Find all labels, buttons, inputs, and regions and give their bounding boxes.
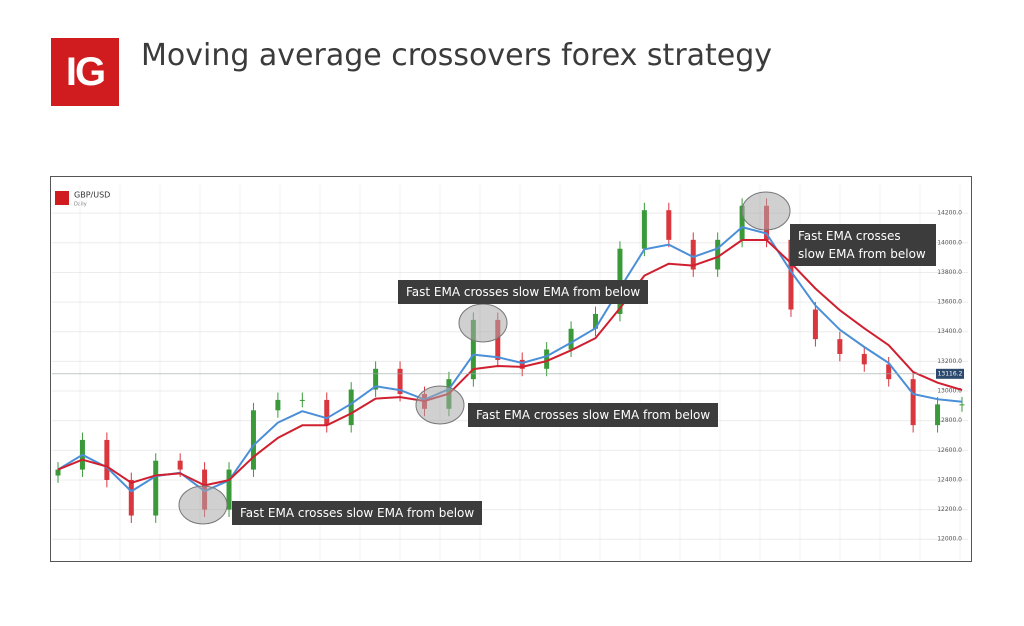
y-tick-label: 12200.0 <box>937 506 962 513</box>
y-tick-label: 13400.0 <box>937 328 962 335</box>
candle-body <box>519 359 525 369</box>
candle-body <box>690 239 696 270</box>
candle-body <box>886 364 892 380</box>
candle-body <box>861 353 867 365</box>
candle-body <box>373 368 379 390</box>
y-tick-label: 14000.0 <box>937 239 962 246</box>
y-tick-label: 14200.0 <box>937 210 962 217</box>
candle-body <box>568 328 574 350</box>
candle-body <box>715 239 721 270</box>
candle-body <box>177 460 183 470</box>
annotation: Fast EMA crosses slow EMA from below <box>468 403 719 427</box>
candle-body <box>837 339 843 354</box>
candle-body <box>275 399 281 411</box>
highlight <box>415 385 465 425</box>
candle-body <box>470 319 476 380</box>
y-tick-label: 12600.0 <box>937 447 962 454</box>
candle-body <box>666 210 672 240</box>
y-tick-label: 12400.0 <box>937 476 962 483</box>
candle-body <box>788 239 794 310</box>
candle-body <box>397 368 403 394</box>
last-price-label: 13116.2 <box>938 370 963 377</box>
candle-body <box>55 469 61 476</box>
candle-body <box>935 404 941 426</box>
candle-body <box>593 313 599 329</box>
y-tick-label: 13000.0 <box>937 388 962 395</box>
symbol: GBP/USD <box>74 191 110 200</box>
candle-body <box>812 309 818 340</box>
y-tick-label: 12000.0 <box>937 536 962 543</box>
candle-body <box>544 349 550 369</box>
candle-body <box>104 439 110 480</box>
chart-frame <box>50 176 972 562</box>
highlight <box>741 191 791 231</box>
highlight <box>458 303 508 343</box>
candle-body <box>299 399 305 401</box>
annotation: Fast EMA crosses slow EMA from below <box>790 224 936 266</box>
logo: IG <box>51 38 119 106</box>
candle-body <box>153 460 159 516</box>
ema-line <box>57 239 963 487</box>
y-tick-label: 13600.0 <box>937 299 962 306</box>
annotation: Fast EMA crosses slow EMA from below <box>398 280 649 304</box>
candle-body <box>128 479 134 516</box>
candle-body <box>348 389 354 426</box>
y-tick-label: 12800.0 <box>937 417 962 424</box>
candle-body <box>910 379 916 426</box>
background-layer <box>52 185 968 560</box>
ema-line <box>57 226 963 493</box>
last-price-box <box>936 368 964 379</box>
mini-logo <box>55 191 69 205</box>
slide-title: Moving average crossovers forex strategy <box>141 38 773 73</box>
candle-body <box>324 399 330 426</box>
y-tick-label: 13200.0 <box>937 358 962 365</box>
candle-body <box>641 210 647 249</box>
annotation: Fast EMA crosses slow EMA from below <box>232 501 483 525</box>
candle-body <box>739 205 745 240</box>
candle-body <box>959 404 965 406</box>
highlight <box>178 485 228 525</box>
candle-body <box>495 319 501 360</box>
candle-body <box>250 410 256 470</box>
y-tick-label: 13800.0 <box>937 269 962 276</box>
candle-body <box>226 469 232 510</box>
